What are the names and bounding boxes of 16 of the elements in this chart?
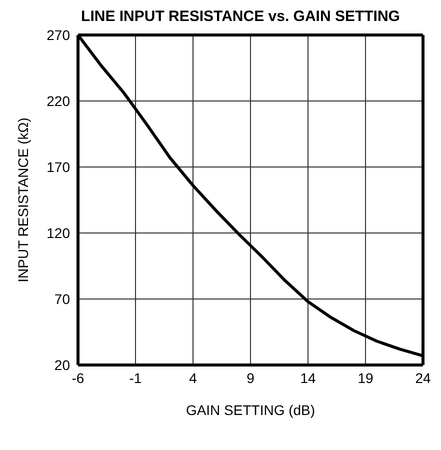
y-tick-label: 120 bbox=[46, 224, 70, 241]
y-tick-label: 20 bbox=[54, 356, 70, 373]
chart-title: LINE INPUT RESISTANCE vs. GAIN SETTING bbox=[80, 8, 401, 25]
y-axis-title: INPUT RESISTANCE (kΩ) bbox=[14, 118, 31, 282]
y-tick-label: 270 bbox=[46, 26, 70, 43]
x-axis-title: GAIN SETTING (dB) bbox=[186, 402, 316, 418]
x-tick-label: 14 bbox=[300, 370, 316, 386]
y-tick-label: 220 bbox=[46, 92, 70, 109]
x-tick-label: 4 bbox=[189, 370, 198, 386]
x-tick-label: -6 bbox=[72, 370, 84, 386]
y-tick-label: 170 bbox=[46, 158, 70, 175]
y-tick-label: 70 bbox=[54, 290, 70, 307]
x-tick-label: -1 bbox=[129, 370, 142, 386]
x-tick-label: 24 bbox=[415, 370, 431, 386]
x-tick-label: 9 bbox=[246, 370, 255, 386]
x-tick-label: 19 bbox=[358, 370, 374, 386]
